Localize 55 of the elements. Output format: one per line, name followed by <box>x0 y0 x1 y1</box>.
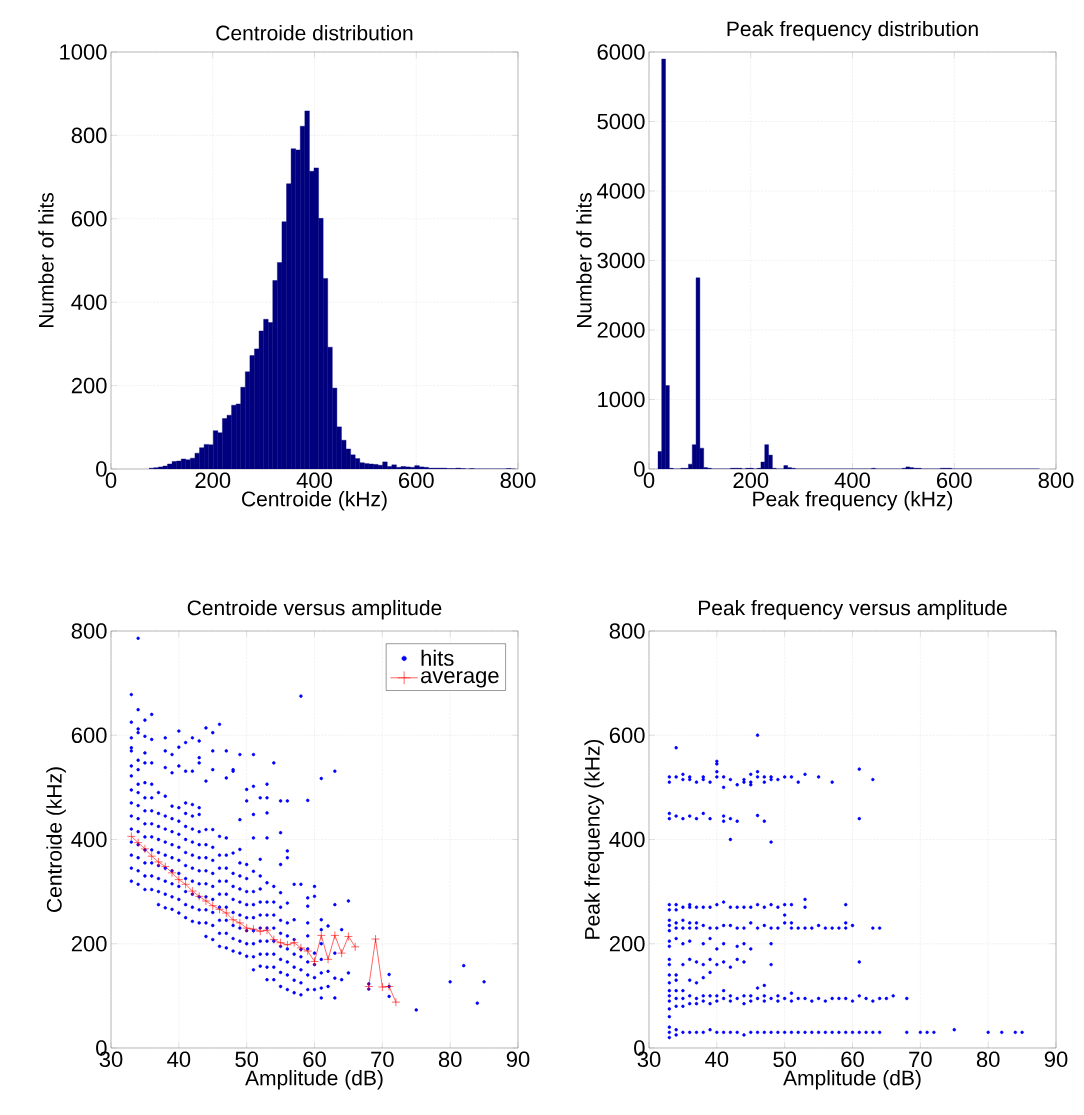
y-tick-label: 2000 <box>597 322 645 338</box>
y-tick-label: 4000 <box>597 183 645 199</box>
y-tick-label: 200 <box>609 935 645 952</box>
x-tick-label: 80 <box>976 1051 1000 1068</box>
y-tick-label: 600 <box>71 727 107 744</box>
x-tick-label: 60 <box>841 1051 864 1068</box>
x-tick-label: 200 <box>195 472 231 489</box>
y-tick-label: 200 <box>71 377 107 394</box>
y-axis-title: Centroide (kHz) <box>46 767 66 912</box>
chart-title: Centroide versus amplitude <box>187 599 442 620</box>
y-tick-label: 1000 <box>598 391 645 408</box>
x-tick-label: 800 <box>500 472 536 489</box>
x-tick-label: 90 <box>1044 1051 1068 1068</box>
y-tick-label: 0 <box>96 461 107 477</box>
y-tick-label: 200 <box>71 935 107 952</box>
y-tick-label: 400 <box>609 831 645 848</box>
chart-title: Centroide distribution <box>216 25 413 41</box>
y-tick-label: 0 <box>634 461 645 477</box>
chart-title: Peak frequency versus amplitude <box>698 599 1007 620</box>
x-tick-label: 200 <box>733 472 769 489</box>
x-tick-label: 80 <box>438 1051 462 1068</box>
y-tick-label: 400 <box>71 294 107 310</box>
y-tick-label: 600 <box>609 727 645 744</box>
x-tick-label: 40 <box>167 1051 191 1068</box>
x-tick-label: 800 <box>1038 472 1074 489</box>
y-tick-label: 800 <box>71 623 107 639</box>
y-tick-label: 1000 <box>60 44 107 60</box>
chart-title: Peak frequency distribution <box>727 20 978 41</box>
legend-label: hits <box>421 649 454 666</box>
x-tick-label: 90 <box>506 1051 530 1068</box>
y-tick-label: 600 <box>71 210 107 227</box>
y-axis-title: Peak frequency (kHz) <box>584 739 604 939</box>
x-tick-label: 600 <box>937 472 972 489</box>
x-tick-label: 400 <box>296 472 332 489</box>
x-axis-title: Amplitude (dB) <box>783 1069 921 1090</box>
x-tick-label: 400 <box>834 472 870 489</box>
x-axis-title: Amplitude (dB) <box>245 1069 383 1090</box>
x-tick-label: 70 <box>909 1051 932 1068</box>
y-tick-label: 3000 <box>597 252 645 269</box>
x-axis-title: Peak frequency (kHz) <box>753 490 953 511</box>
y-tick-label: 6000 <box>597 44 645 60</box>
x-tick-label: 70 <box>371 1051 394 1068</box>
legend-label: average <box>421 671 499 688</box>
x-tick-label: 40 <box>705 1051 729 1068</box>
y-tick-label: 800 <box>609 623 645 639</box>
x-tick-label: 60 <box>303 1051 326 1068</box>
y-tick-label: 5000 <box>597 113 645 130</box>
x-axis-title: Centroide (kHz) <box>242 490 387 511</box>
y-tick-label: 400 <box>71 831 107 848</box>
y-tick-label: 800 <box>71 127 107 144</box>
y-axis-title: Number of hits <box>576 193 592 328</box>
x-tick-label: 600 <box>399 472 434 489</box>
y-axis-title: Number of hits <box>38 193 54 328</box>
x-tick-label: 50 <box>773 1051 797 1068</box>
x-tick-label: 50 <box>235 1051 259 1068</box>
